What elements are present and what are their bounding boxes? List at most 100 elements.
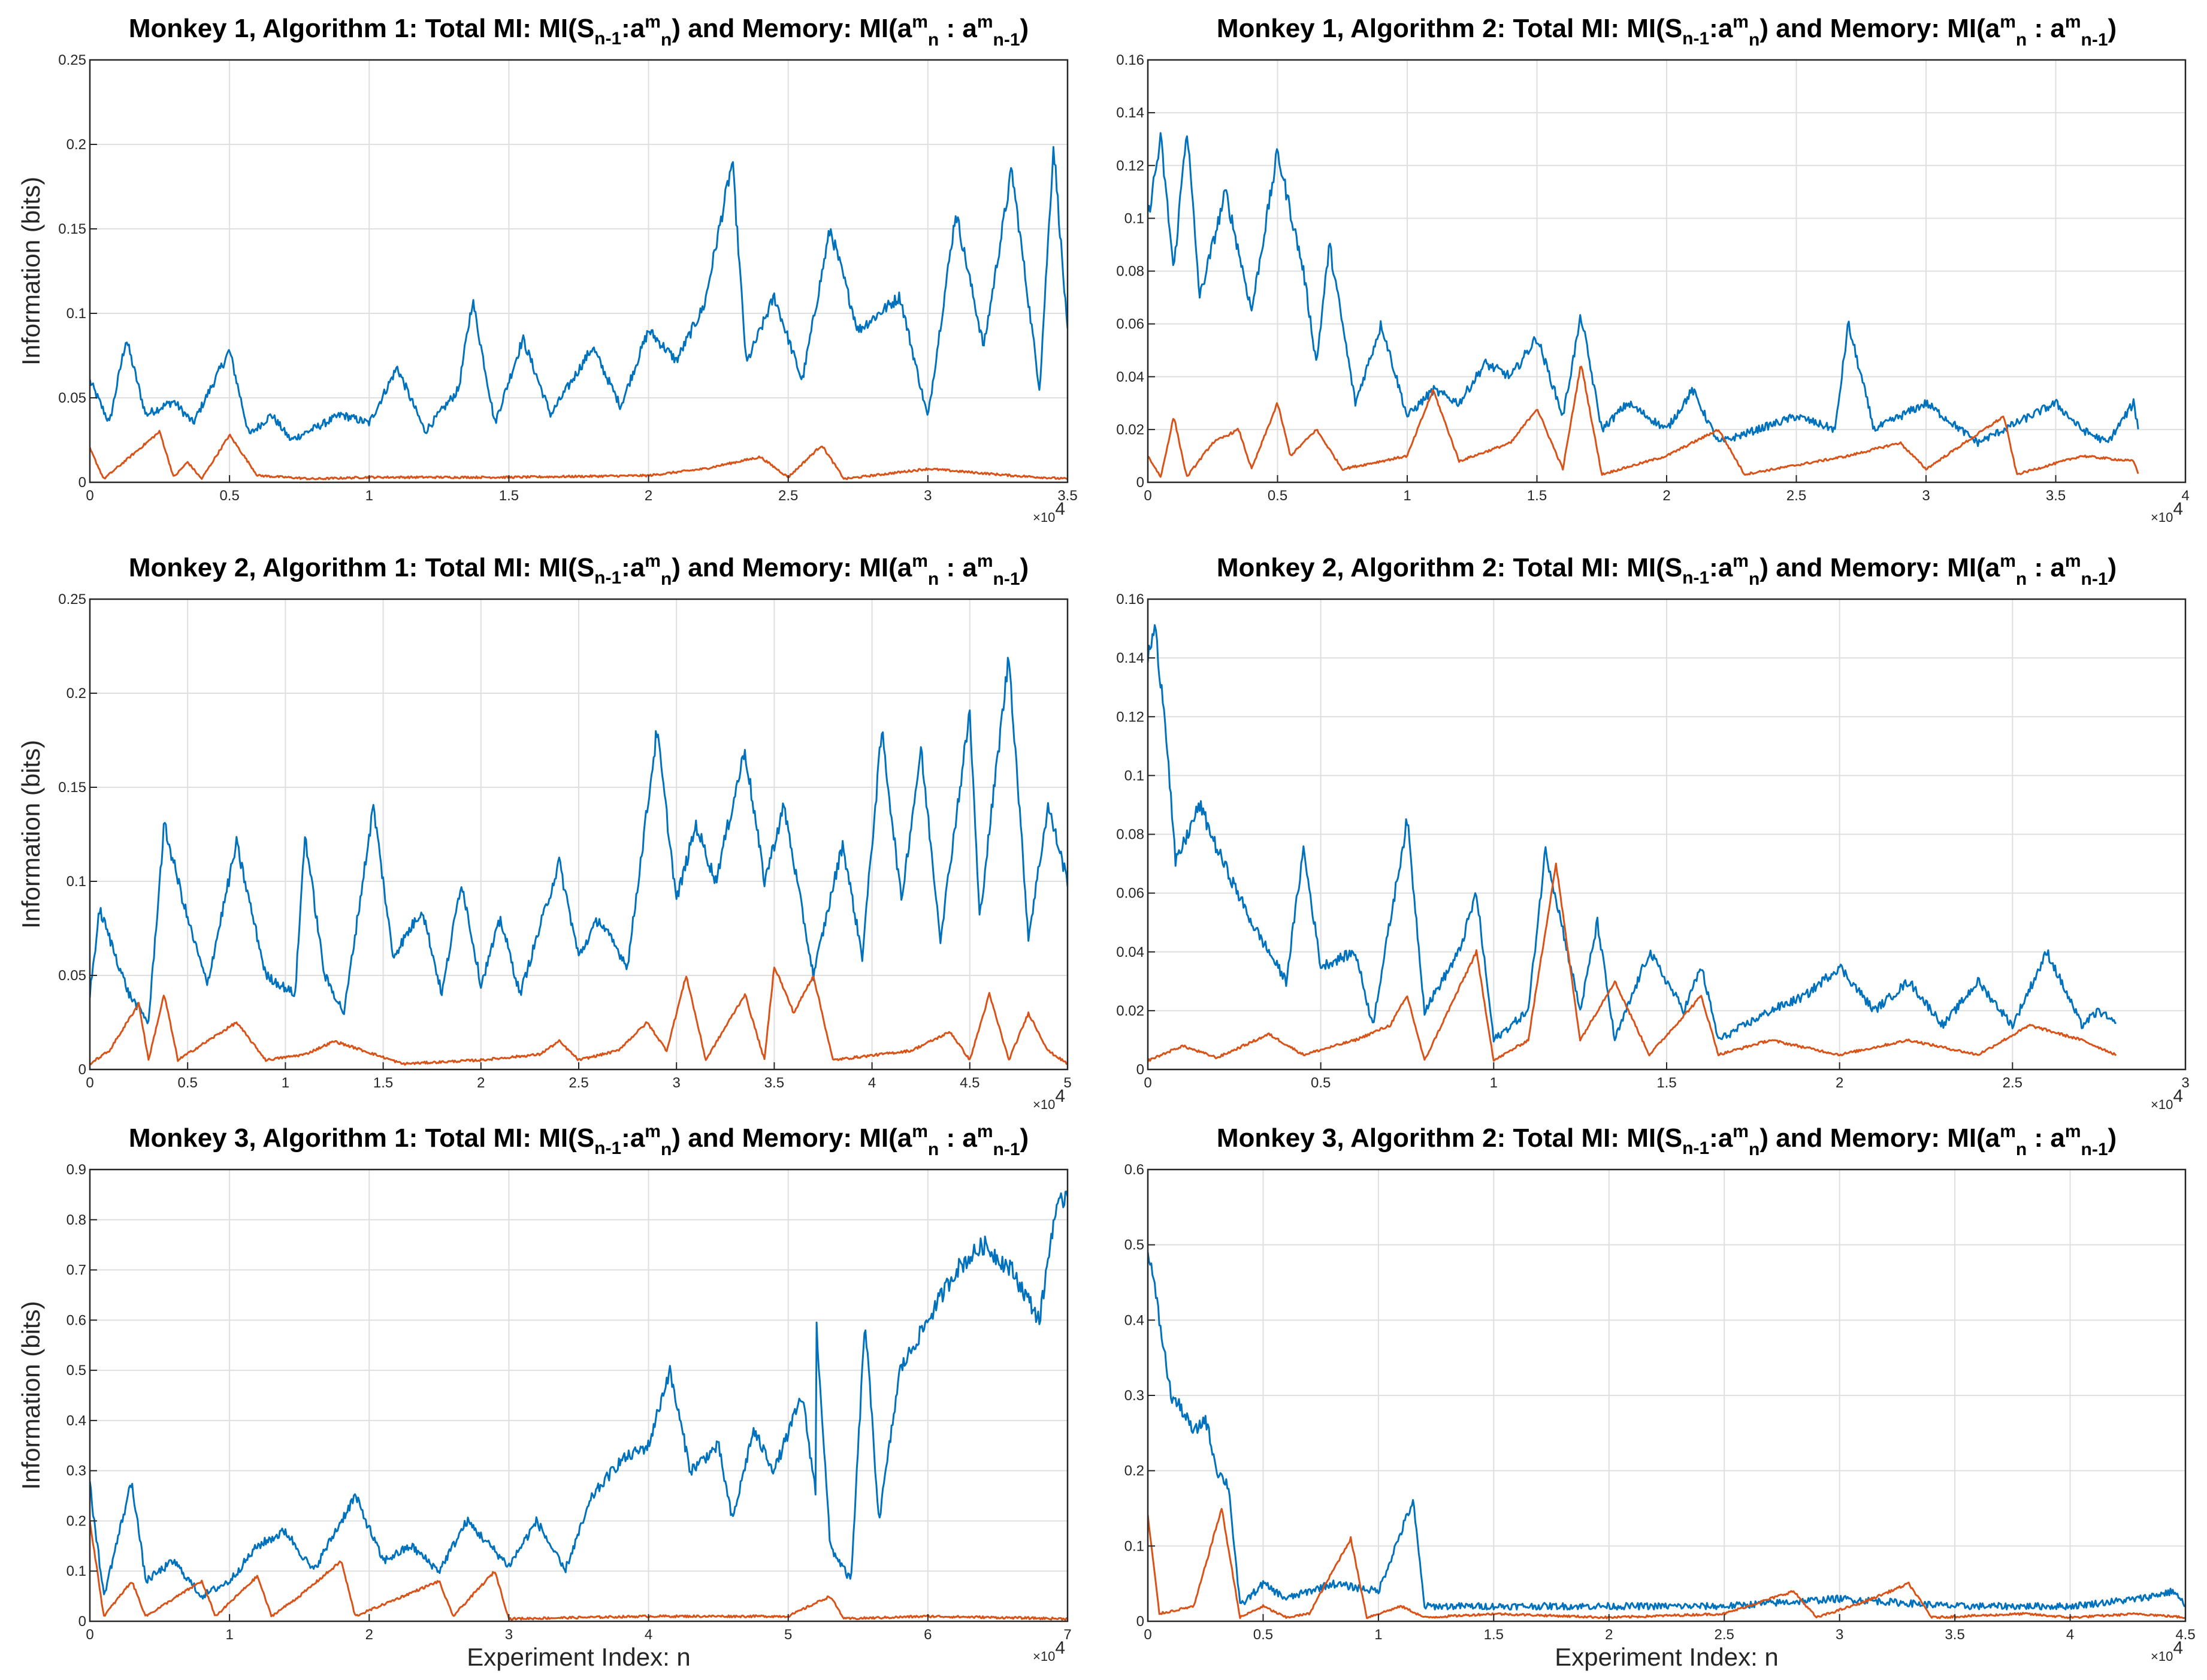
chart-panel-5: 0 1 2 3 4 5 6 700.10.20.30.40.50.60.70.80.9×104… [17,1122,1072,1671]
x-tick-label: 3.5 [764,1075,784,1091]
x-tick-label: 0.5 [1311,1075,1331,1091]
series-line-total-mi [90,146,1068,441]
y-tick-label: 0.02 [1116,422,1144,438]
title-subscript: n [928,30,939,50]
y-tick-label: 0.2 [66,1513,86,1529]
x-exponent-power: 4 [2173,1638,2183,1658]
x-tick-label: 7 [1063,1627,1071,1643]
x-tick-label: 2.5 [2003,1075,2022,1091]
y-axis-label: Information (bits) [17,1301,45,1489]
title-text: Monkey 1, Algorithm 2: Total MI: MI(S [1217,14,1682,43]
title-text: :a [1709,14,1733,43]
y-tick-label: 0 [78,1613,86,1630]
y-tick-label: 0 [1136,475,1144,491]
x-axis-label: Experiment Index: n [467,1643,691,1671]
x-tick-label: 2 [365,1627,373,1643]
x-tick-label: 1 [282,1075,289,1091]
title-text: Monkey 1, Algorithm 1: Total MI: MI(S [129,14,594,43]
x-tick-label: 1.5 [1527,488,1547,504]
title-subscript: n-1 [2081,1140,2108,1159]
x-tick-label: 2.5 [1715,1627,1734,1643]
y-tick-label: 0.04 [1116,944,1144,960]
x-tick-label: 3 [2181,1075,2189,1091]
y-tick-label: 0.3 [1124,1388,1144,1404]
y-tick-label: 0.12 [1116,158,1144,174]
title-superscript: m [1733,551,1749,571]
plot-frame [89,1168,1069,1622]
x-tick-label: 0 [86,1075,93,1091]
title-subscript: n [2016,30,2027,50]
series-line-memory [90,1521,1068,1621]
series-line-memory [1148,1507,2185,1619]
title-subscript: n-1 [594,29,621,49]
x-tick-label: 3 [1836,1627,1843,1643]
title-subscript: n-1 [1682,29,1709,49]
y-tick-label: 0.25 [58,591,86,608]
x-tick-label: 4 [2181,488,2189,504]
x-tick-label: 4 [2066,1627,2074,1643]
y-tick-label: 0.7 [66,1262,86,1279]
y-tick-label: 0.1 [66,874,86,890]
y-tick-label: 0 [78,1062,86,1078]
title-superscript: m [645,12,661,32]
x-exponent-label: ×104 [2151,499,2183,525]
x-exponent-power: 4 [2173,1086,2183,1106]
title-text: Monkey 3, Algorithm 1: Total MI: MI(S [129,1123,594,1153]
title-text: ) and Memory: MI(a [1759,553,2000,582]
title-text: ) and Memory: MI(a [672,553,912,582]
title-subscript: n-1 [594,568,621,588]
title-superscript: m [912,1122,928,1141]
title-superscript: m [645,551,661,571]
title-text: Monkey 2, Algorithm 1: Total MI: MI(S [129,553,594,582]
y-tick-label: 0.3 [66,1463,86,1479]
x-exponent-power: 4 [1055,1638,1065,1658]
y-tick-label: 0.2 [66,137,86,153]
x-tick-label: 3 [924,488,932,504]
title-superscript: m [2000,12,2016,32]
title-subscript: n [661,569,672,589]
chart-panel-3: 0 0.5 1 1.5 2 2.5 3 3.5 4 4.5 5 0 0.05 0.1 0.15 0.2 0.25… [17,551,1072,1112]
x-axis-label: Experiment Index: n [1555,1643,1779,1671]
y-tick-label: 0.06 [1116,316,1144,333]
y-tick-label: 0.9 [66,1162,86,1178]
x-exponent-label: ×104 [2151,1638,2183,1664]
x-tick-label: 3 [673,1075,681,1091]
title-text: ) [2108,553,2117,582]
title-subscript: n-1 [993,1140,1020,1159]
title-text: ) [2108,1123,2117,1153]
y-tick-label: 0.1 [1124,210,1144,226]
series-line-memory [90,966,1068,1066]
title-text: ) and Memory: MI(a [672,1123,912,1153]
y-tick-label: 0.5 [66,1362,86,1379]
x-tick-label: 6 [924,1627,932,1643]
title-superscript: m [912,551,928,571]
series-line-memory [1148,862,2117,1062]
y-tick-label: 0.2 [66,685,86,702]
title-text: :a [1709,1123,1733,1153]
x-tick-label: 1 [365,488,373,504]
y-tick-label: 0.14 [1116,650,1144,666]
title-superscript: m [2000,1122,2016,1141]
x-tick-label: 1.5 [373,1075,393,1091]
title-text: : a [2027,1123,2065,1153]
y-tick-label: 0.1 [66,1563,86,1579]
x-tick-label: 0.5 [219,488,239,504]
x-exponent-base: ×10 [1033,1649,1055,1664]
x-exponent-label: ×104 [1033,499,1065,525]
title-superscript: m [2000,551,2016,571]
x-exponent-power: 4 [1055,499,1065,519]
x-tick-label: 0 [1144,488,1151,504]
title-subscript: n [928,1140,939,1159]
title-subscript: n-1 [2081,569,2108,589]
x-tick-label: 1.5 [1656,1075,1676,1091]
title-subscript: n [928,569,939,589]
title-superscript: m [2065,1122,2081,1141]
x-exponent-base: ×10 [2151,1097,2173,1112]
x-tick-label: 0 [86,1627,93,1643]
y-tick-label: 0.1 [1124,1538,1144,1554]
x-exponent-label: ×104 [1033,1086,1065,1112]
x-tick-label: 1 [225,1627,233,1643]
x-tick-label: 2 [1605,1627,1613,1643]
